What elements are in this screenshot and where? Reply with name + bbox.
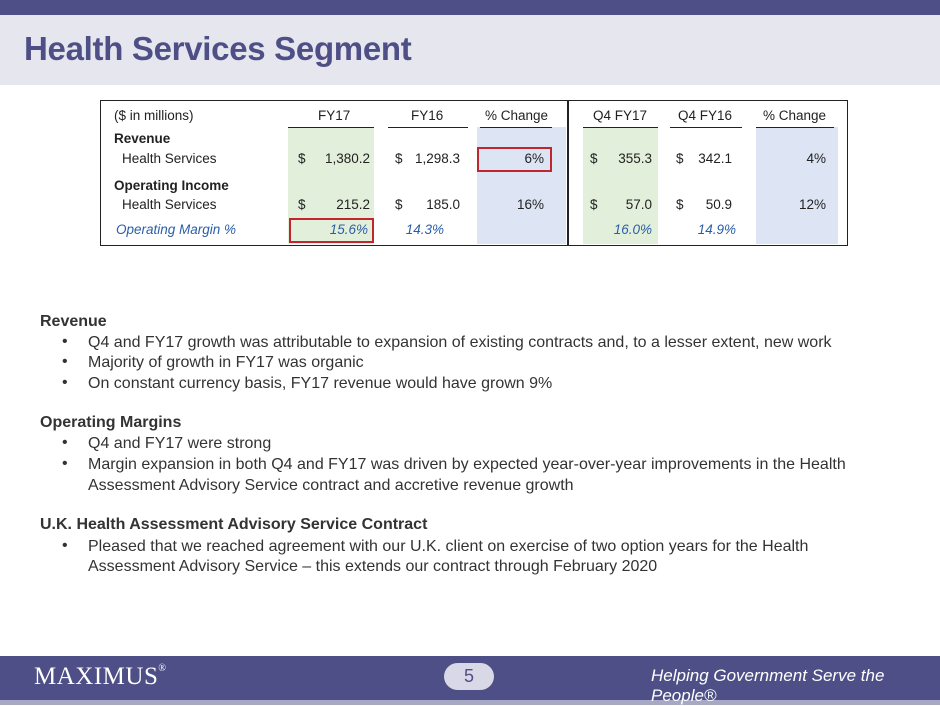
opinc-row-label: Health Services <box>122 197 217 212</box>
bullet-text: Q4 and FY17 growth was attributable to e… <box>88 334 832 351</box>
opinc-q4fy17: 57.0 <box>625 197 652 212</box>
col-header-q4fy17: Q4 FY17 <box>593 108 648 123</box>
col-header-q4fy16: Q4 FY16 <box>678 108 733 123</box>
bullet-text-continued: Assessment Advisory Service – this exten… <box>88 558 658 575</box>
header-underline <box>388 127 468 128</box>
header-underline <box>583 127 658 128</box>
revenue-q4fy16: 342.1 <box>698 151 732 166</box>
revenue-fy16: 1,298.3 <box>414 151 460 166</box>
title-bar <box>0 15 940 85</box>
bullet-glyph: • <box>62 434 68 451</box>
opinc-fy17: 215.2 <box>336 197 370 212</box>
revenue-q4-change: 4% <box>806 151 826 166</box>
bullet-text: Q4 and FY17 were strong <box>88 435 272 452</box>
opinc-fy-change: 16% <box>516 197 544 212</box>
header-underline <box>480 127 552 128</box>
footer-tagline: Helping Government Serve the People® <box>651 666 885 705</box>
top-accent-bar <box>0 0 940 15</box>
page-title: Health Services Segment <box>24 30 412 67</box>
margin-q4fy16: 14.9% <box>697 222 736 237</box>
bullet-glyph: • <box>62 537 68 554</box>
table-divider <box>567 101 569 245</box>
section-heading-operating-margins: Operating Margins <box>40 414 182 431</box>
financial-table <box>100 100 848 246</box>
units-label: ($ in millions) <box>114 108 194 123</box>
col-header-fy-change: % Change <box>485 108 549 123</box>
opinc-q4fy16: 50.9 <box>705 197 732 212</box>
col-header-fy17: FY17 <box>318 108 351 123</box>
revenue-fy-change: 6% <box>524 151 544 166</box>
currency-symbol: $ <box>298 197 306 212</box>
fy-change-highlight-band <box>477 127 566 244</box>
q4fy17-highlight-band <box>583 127 658 244</box>
section-heading-uk-contract: U.K. Health Assessment Advisory Service … <box>40 516 428 533</box>
currency-symbol: $ <box>395 197 403 212</box>
revenue-q4fy17: 355.3 <box>618 151 652 166</box>
bullet-text: Majority of growth in FY17 was organic <box>88 354 364 371</box>
company-logo: MAXIMUS® <box>34 663 166 691</box>
section-heading-revenue: Revenue <box>40 313 107 330</box>
opinc-section-label: Operating Income <box>114 178 229 193</box>
header-underline <box>288 127 374 128</box>
bullet-text: Margin expansion in both Q4 and FY17 was… <box>88 456 846 473</box>
header-underline <box>670 127 742 128</box>
margin-fy17: 15.6% <box>329 222 368 237</box>
bullet-text: On constant currency basis, FY17 revenue… <box>88 375 553 392</box>
highlight-box <box>477 147 552 172</box>
currency-symbol: $ <box>590 151 598 166</box>
header-underline <box>756 127 834 128</box>
highlight-box <box>289 218 374 243</box>
bullet-glyph: • <box>62 353 68 370</box>
logo-text: MAXIMUS <box>34 663 159 690</box>
currency-symbol: $ <box>590 197 598 212</box>
bullet-glyph: • <box>62 333 68 350</box>
currency-symbol: $ <box>395 151 403 166</box>
revenue-section-label: Revenue <box>114 131 171 146</box>
footer-accent-line <box>0 700 940 705</box>
revenue-row-label: Health Services <box>122 151 217 166</box>
col-header-q4-change: % Change <box>763 108 827 123</box>
bullet-text-continued: Assessment Advisory Service contract and… <box>88 477 574 494</box>
col-header-fy16: FY16 <box>411 108 444 123</box>
margin-fy16: 14.3% <box>405 222 444 237</box>
q4-change-highlight-band <box>756 127 838 244</box>
fy17-highlight-band <box>288 127 374 244</box>
bullet-glyph: • <box>62 455 68 472</box>
page-number: 5 <box>444 663 494 690</box>
logo-registered-mark: ® <box>158 663 167 674</box>
currency-symbol: $ <box>298 151 306 166</box>
bullet-glyph: • <box>62 374 68 391</box>
currency-symbol: $ <box>676 197 684 212</box>
margin-q4fy17: 16.0% <box>613 222 652 237</box>
opinc-q4-change: 12% <box>798 197 826 212</box>
opinc-fy16: 185.0 <box>426 197 460 212</box>
revenue-fy17: 1,380.2 <box>324 151 370 166</box>
bullet-text: Pleased that we reached agreement with o… <box>88 538 809 555</box>
currency-symbol: $ <box>676 151 684 166</box>
margin-row-label: Operating Margin % <box>116 222 237 237</box>
